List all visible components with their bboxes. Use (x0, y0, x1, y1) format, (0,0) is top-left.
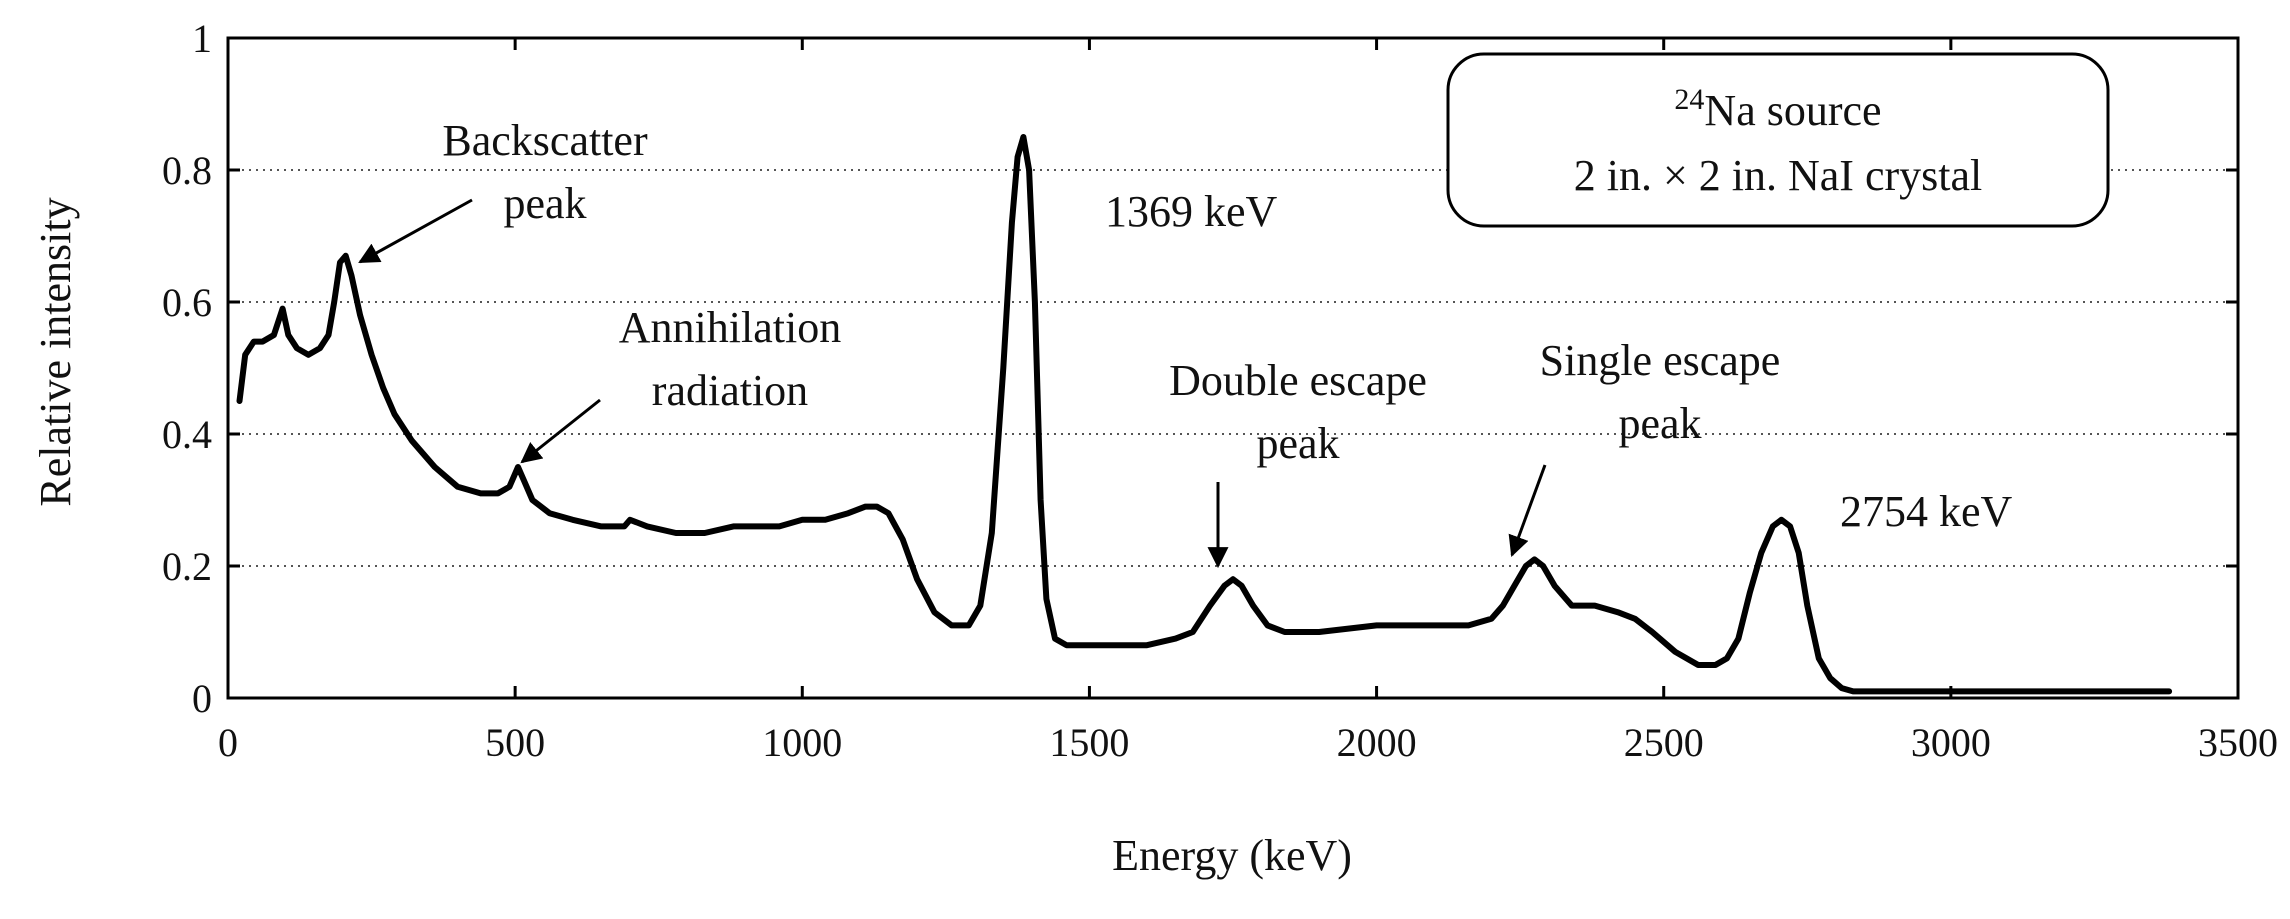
y-tick-label-3: 0.6 (162, 280, 212, 325)
legend-line-1: 24Na source (1674, 83, 1881, 135)
annotation-backscatter-arrow (358, 198, 473, 264)
legend-superscript: 24 (1674, 83, 1704, 116)
annotation-double-escape-line-1: Double escape (1169, 356, 1427, 405)
annotation-annihilation: Annihilation radiation (520, 303, 841, 464)
x-axis-title: Energy (keV) (1112, 831, 1352, 880)
legend-frame (1446, 52, 2110, 228)
annotation-double-escape: Double escape peak (1169, 356, 1427, 569)
y-axis-title: Relative intensity (31, 197, 80, 506)
annotation-backscatter: Backscatter peak (358, 116, 648, 264)
x-tick-label-3: 1500 (1049, 720, 1129, 765)
annotation-peak-1369: 1369 keV (1105, 187, 1278, 236)
annotation-annihilation-line-2: radiation (652, 366, 808, 415)
annotation-backscatter-line-1: Backscatter (442, 116, 648, 165)
y-tick-label-1: 0.2 (162, 544, 212, 589)
annotation-peak-2754: 2754 keV (1840, 487, 2013, 536)
y-tick-label-5: 1 (192, 16, 212, 61)
x-tick-label-6: 3000 (1911, 720, 1991, 765)
annotation-annihilation-line-1: Annihilation (619, 303, 841, 352)
legend-line-2: 2 in. × 2 in. NaI crystal (1574, 151, 1983, 200)
spectrum-series-line (236, 134, 2173, 695)
x-tick-label-1: 500 (485, 720, 545, 765)
x-tick-label-7: 3500 (2198, 720, 2278, 765)
x-tick-label-2: 1000 (762, 720, 842, 765)
x-tick-label-4: 2000 (1337, 720, 1417, 765)
legend-box: 24Na source 2 in. × 2 in. NaI crystal (1446, 52, 2110, 228)
annotation-single-escape-line-2: peak (1618, 399, 1701, 448)
legend-source: Na source (1704, 86, 1881, 135)
x-tick-label-5: 2500 (1624, 720, 1704, 765)
annotation-annihilation-arrow (520, 398, 601, 464)
annotation-single-escape: Single escape peak (1508, 336, 1781, 557)
x-tick-label-0: 0 (218, 720, 238, 765)
annotation-single-escape-line-1: Single escape (1540, 336, 1781, 385)
y-tick-label-0: 0 (192, 676, 212, 721)
annotation-double-escape-line-2: peak (1256, 419, 1339, 468)
plot-frame (226, 36, 2240, 700)
axis-ticks (226, 36, 2240, 700)
annotation-single-escape-arrow (1508, 464, 1547, 557)
axis-tick-labels: 0 500 1000 1500 2000 2500 3000 3500 0 0.2 0.4 0.6 0.… (162, 16, 2278, 765)
y-tick-label-2: 0.4 (162, 412, 212, 457)
y-tick-label-4: 0.8 (162, 148, 212, 193)
annotation-backscatter-line-2: peak (503, 179, 586, 228)
